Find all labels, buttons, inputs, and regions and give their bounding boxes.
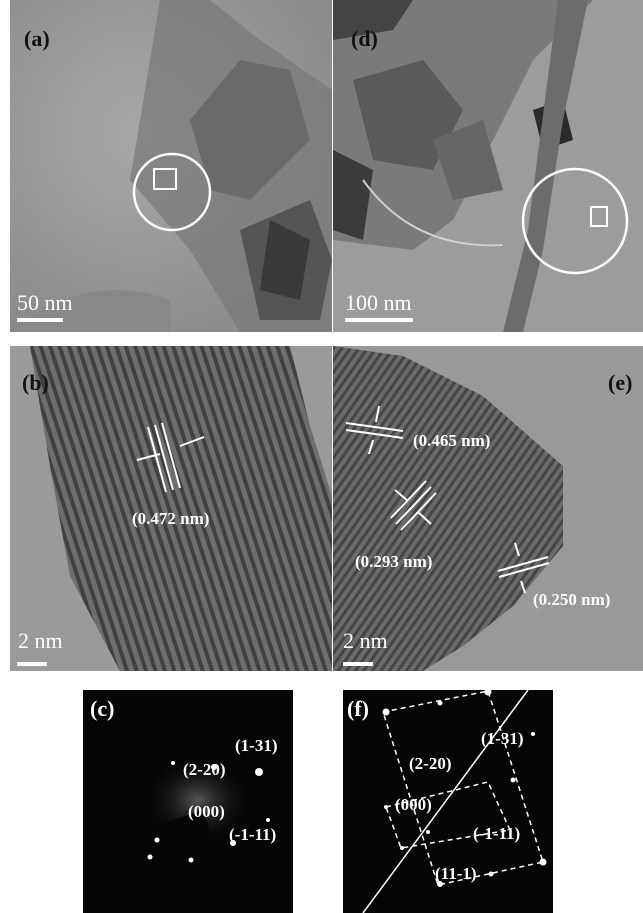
panel-b-label: (b) xyxy=(22,370,49,395)
panel-f-diffraction xyxy=(343,690,553,913)
panel-e-micrograph xyxy=(333,346,643,671)
dashed-cell xyxy=(382,690,544,886)
scale-bar xyxy=(17,662,47,666)
scale-bar xyxy=(343,662,373,666)
panel-e-label: (e) xyxy=(608,370,633,395)
panel-c-saed-pattern: (c) (1-31) (2-20) (000) (-1-11) xyxy=(83,690,293,913)
panel-b-hrtem-image: (b) (0.472 nm) 2 nm xyxy=(10,346,332,671)
panel-d-tem-image: (d) 100 nm xyxy=(333,0,643,332)
spacing-label: (0.293 nm) xyxy=(355,552,433,571)
panel-d-scale-text: 100 nm xyxy=(345,290,412,315)
region-circle xyxy=(521,167,629,275)
panel-c-label: (c) xyxy=(90,696,115,721)
region-square xyxy=(153,168,177,190)
spot-label: (-1-11) xyxy=(229,825,277,844)
panel-a-micrograph xyxy=(10,0,332,332)
region-square xyxy=(590,206,608,227)
spot-label: (000) xyxy=(395,795,432,814)
spacing-label: (0.465 nm) xyxy=(413,431,491,450)
scale-bar xyxy=(17,318,63,322)
spot-label: (000) xyxy=(188,802,225,821)
panel-e-hrtem-image: (e) (0.465 nm) (0.293 nm) (0.250 nm) 2 n… xyxy=(333,346,643,671)
spot-label: (2-20) xyxy=(409,754,452,773)
panel-f-saed-pattern: (f) (1-31) (2-20) (000) (-1-11) (11-1) xyxy=(343,690,553,913)
panel-b-micrograph xyxy=(10,346,332,671)
region-circle xyxy=(132,152,212,232)
panel-d-label: (d) xyxy=(351,26,378,51)
panel-d-micrograph xyxy=(333,0,643,332)
spot-label: (-1-11) xyxy=(473,824,521,843)
panel-e-scale-text: 2 nm xyxy=(343,628,388,653)
spot-label: (11-1) xyxy=(435,864,477,883)
dashed-cell xyxy=(385,781,512,849)
scale-bar xyxy=(345,318,413,322)
diagonal-line xyxy=(362,690,529,913)
spot-label: (2-20) xyxy=(183,760,226,779)
spacing-label: (0.250 nm) xyxy=(533,590,611,609)
panel-a-label: (a) xyxy=(24,26,50,51)
panel-c-diffraction xyxy=(83,690,293,913)
panel-b-scale-text: 2 nm xyxy=(18,628,63,653)
panel-a-tem-image: (a) 50 nm xyxy=(10,0,332,332)
panel-a-scale-text: 50 nm xyxy=(17,290,73,315)
spot-label: (1-31) xyxy=(235,736,278,755)
panel-f-label: (f) xyxy=(347,696,369,721)
spot-label: (1-31) xyxy=(481,729,524,748)
spacing-label: (0.472 nm) xyxy=(132,509,210,528)
